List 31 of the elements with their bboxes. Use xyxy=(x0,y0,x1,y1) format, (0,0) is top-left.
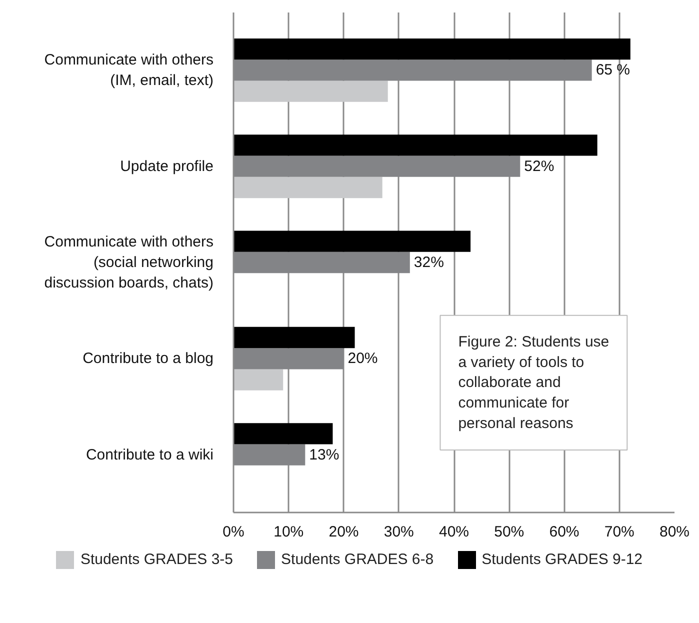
data-label: 32% xyxy=(414,254,444,271)
x-tick-label: 80% xyxy=(659,524,690,540)
bar xyxy=(234,38,630,60)
x-tick-label: 0% xyxy=(222,524,244,540)
bar xyxy=(234,134,598,156)
x-tick-label: 60% xyxy=(549,524,580,540)
data-label: 13% xyxy=(309,446,340,464)
x-tick-label: 20% xyxy=(328,524,359,540)
bar xyxy=(234,369,284,390)
x-tick-label: 10% xyxy=(274,524,304,540)
bar xyxy=(234,230,471,252)
legend-label: Students GRADES 6-8 xyxy=(281,550,434,570)
data-label: 20% xyxy=(348,350,378,368)
annotation: Figure 2: Students use a variety of tools to collaborate and communicate for personal reasons xyxy=(458,333,610,432)
x-tick-label: 70% xyxy=(604,524,634,540)
bar xyxy=(234,326,355,348)
x-tick-label: 50% xyxy=(494,524,524,540)
bar xyxy=(234,80,388,102)
y-tick-label: Contribute to a wiki xyxy=(86,446,214,464)
data-label: 65 % xyxy=(596,62,630,79)
x-tick-label: 40% xyxy=(438,524,470,540)
y-tick-label: Communicate with others (social networking discussion boards, chats) xyxy=(44,234,214,292)
bar xyxy=(234,176,382,198)
legend-label: Students GRADES 3-5 xyxy=(80,550,234,570)
legend-label: Students GRADES 9-12 xyxy=(482,550,643,570)
y-tick-label: Contribute to a blog xyxy=(82,350,214,368)
bar xyxy=(234,423,333,444)
y-tick-label: Communicate with others (IM, email, text) xyxy=(44,51,214,89)
x-tick-label: 30% xyxy=(384,524,414,540)
data-label: 52% xyxy=(524,158,554,175)
y-tick-label: Update profile xyxy=(120,158,214,175)
